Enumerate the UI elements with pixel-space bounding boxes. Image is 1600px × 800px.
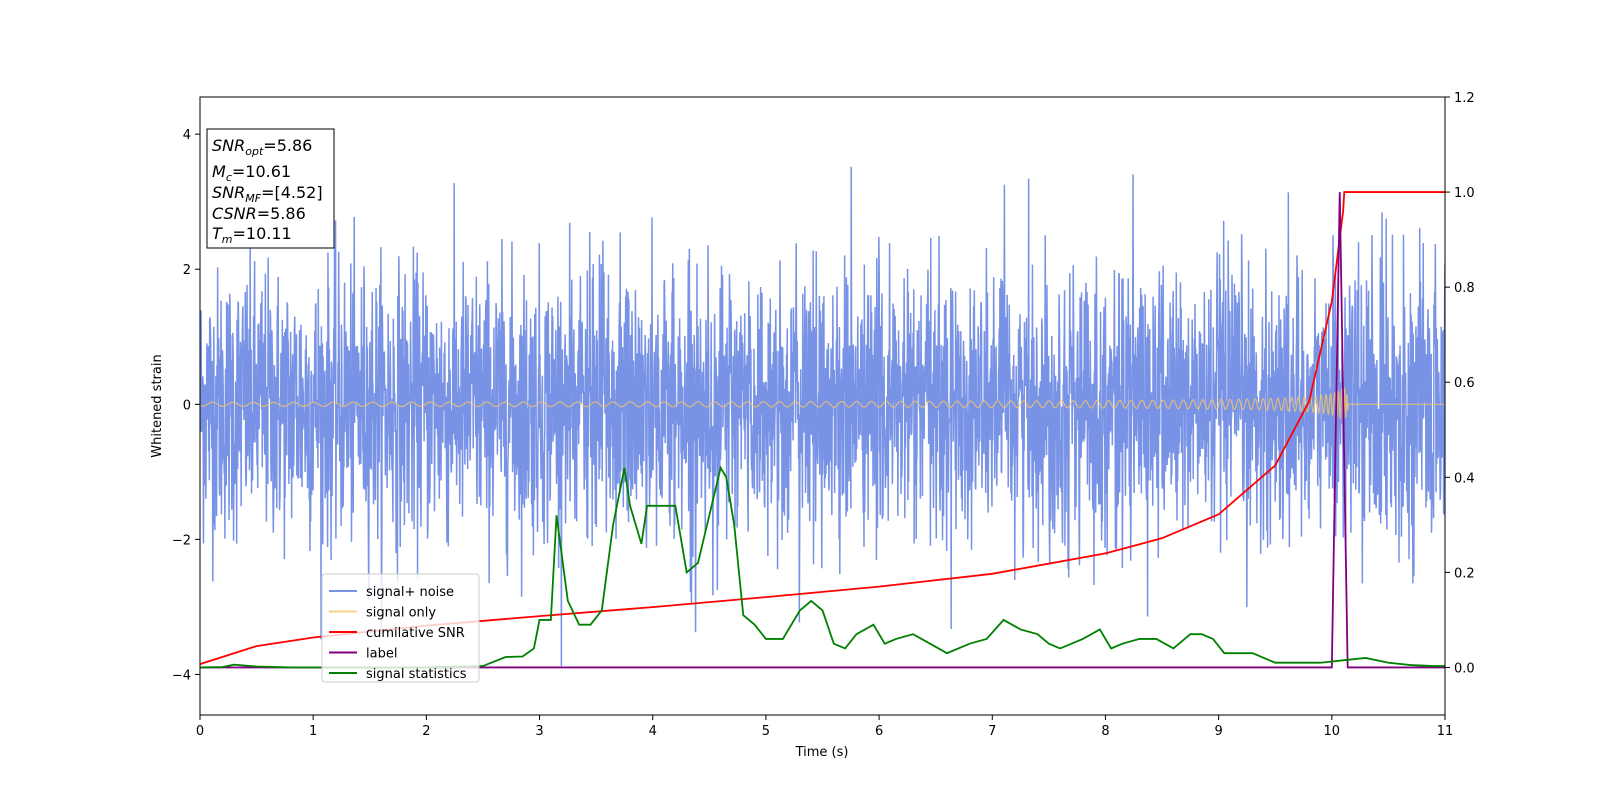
x-axis-label: Time (s) bbox=[795, 745, 849, 760]
legend-box bbox=[321, 573, 480, 683]
x-tick-label: 2 bbox=[422, 724, 430, 739]
legend-label: cumilative SNR bbox=[366, 626, 465, 641]
annotation-line-tm: Tm=10.11 bbox=[212, 224, 292, 246]
annotation-line-mc: Mc=10.61 bbox=[212, 162, 291, 184]
legend-label: signal+ noise bbox=[366, 585, 454, 600]
series-label bbox=[200, 192, 1445, 669]
legend-entry: label bbox=[329, 647, 397, 662]
y-left-tick-label: 0 bbox=[183, 398, 191, 413]
y-right-tick-label: 1.0 bbox=[1454, 186, 1475, 201]
annotation-line-snr-mf: SNRMF=[4.52] bbox=[212, 183, 323, 205]
x-tick-label: 5 bbox=[762, 724, 770, 739]
y-right-tick-label: 0.0 bbox=[1454, 661, 1475, 676]
y-right-tick-label: 0.8 bbox=[1454, 281, 1475, 296]
x-tick-label: 8 bbox=[1101, 724, 1109, 739]
series-signal-only bbox=[200, 387, 1445, 421]
y-axis-left: −4 −2 0 2 4 bbox=[172, 128, 200, 683]
annotation-line-snr-opt: SNRopt=5.86 bbox=[212, 136, 312, 158]
y-left-tick-label: 2 bbox=[183, 263, 191, 278]
x-tick-label: 10 bbox=[1324, 724, 1341, 739]
legend: signal+ noise signal only cumilative SNR la… bbox=[321, 573, 480, 683]
legend-label: label bbox=[366, 647, 397, 662]
y-left-tick-label: −2 bbox=[172, 533, 191, 548]
x-tick-label: 7 bbox=[988, 724, 996, 739]
x-tick-label: 4 bbox=[649, 724, 657, 739]
y-left-tick-label: −4 bbox=[172, 668, 191, 683]
legend-entry: signal statistics bbox=[329, 667, 467, 682]
y-right-tick-label: 0.2 bbox=[1454, 566, 1475, 581]
annotation-line-csnr: CSNR=5.86 bbox=[212, 204, 306, 223]
legend-entry: signal+ noise bbox=[329, 585, 454, 600]
legend-label: signal only bbox=[366, 606, 436, 621]
legend-entry: cumilative SNR bbox=[329, 626, 465, 641]
x-tick-label: 1 bbox=[309, 724, 317, 739]
x-tick-label: 11 bbox=[1437, 724, 1454, 739]
y-axis-right: 0.0 0.2 0.4 0.6 0.8 1.0 1.2 bbox=[1445, 91, 1475, 676]
series-signal-statistics bbox=[200, 465, 1445, 669]
legend-label: signal statistics bbox=[366, 667, 467, 682]
legend-entry: signal only bbox=[329, 606, 436, 621]
y-right-tick-label: 0.6 bbox=[1454, 376, 1475, 391]
y-axis-left-label: Whitened strain bbox=[150, 354, 165, 457]
x-tick-label: 9 bbox=[1214, 724, 1222, 739]
y-left-tick-label: 4 bbox=[183, 128, 191, 143]
x-axis: 0 1 2 3 4 5 6 7 8 9 10 11 bbox=[196, 715, 1453, 739]
annotation-box: SNRopt=5.86 Mc=10.61 SNRMF=[4.52] CSNR=5… bbox=[206, 128, 335, 249]
x-tick-label: 6 bbox=[875, 724, 883, 739]
series-signal-noise bbox=[200, 166, 1445, 667]
x-tick-label: 0 bbox=[196, 724, 204, 739]
y-right-tick-label: 0.4 bbox=[1454, 471, 1475, 486]
y-right-tick-label: 1.2 bbox=[1454, 91, 1475, 106]
x-tick-label: 3 bbox=[535, 724, 543, 739]
axes-frame bbox=[199, 96, 1446, 716]
